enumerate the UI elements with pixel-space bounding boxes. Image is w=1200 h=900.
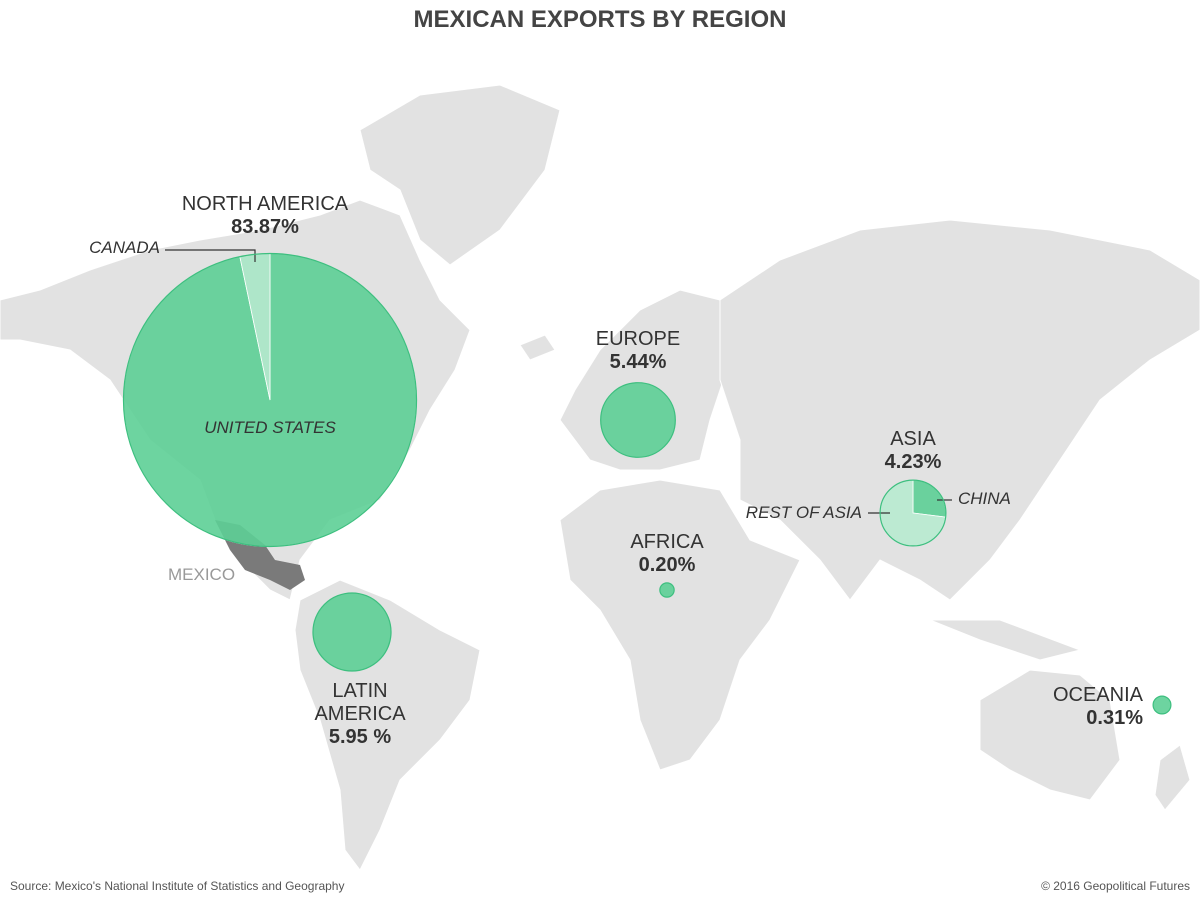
iceland: [519, 334, 556, 361]
asia: [719, 219, 1200, 601]
region-value: 4.23%: [884, 451, 942, 473]
region-label: EUROPE 5.44%: [568, 328, 708, 374]
leader-line: [165, 249, 256, 262]
region-name: LATIN AMERICA: [314, 680, 406, 725]
indonesia: [929, 619, 1082, 661]
part-label: UNITED STATES: [204, 418, 336, 437]
region-label: OCEANIA 0.31%: [1003, 684, 1143, 730]
region-name: EUROPE: [595, 328, 681, 350]
region-label: AFRICA 0.20%: [597, 531, 737, 577]
bubble-layer: [122, 249, 1172, 715]
part-label: CANADA: [89, 238, 160, 257]
region-value: 83.87%: [231, 216, 299, 238]
region-label: ASIA 4.23%: [843, 428, 983, 474]
region-label: LATIN AMERICA 5.95 %: [305, 680, 415, 749]
bubble: [600, 382, 676, 458]
bubble: [312, 592, 392, 672]
region-label: NORTH AMERICA 83.87%: [135, 193, 395, 239]
source: Source: Mexico's National Institute of S…: [10, 879, 345, 893]
new-zealand: [1154, 744, 1191, 811]
bubble-outline: [122, 252, 418, 548]
region-value: 5.95 %: [328, 726, 392, 748]
region-name: OCEANIA: [1052, 684, 1143, 706]
part-label: REST OF ASIA: [745, 503, 862, 522]
title: MEXICAN EXPORTS BY REGION: [413, 6, 787, 33]
australia: [979, 669, 1121, 801]
credit: © 2016 Geopolitical Futures: [1041, 879, 1190, 893]
region-value: 0.31%: [1086, 707, 1143, 729]
region-name: NORTH AMERICA: [181, 193, 349, 215]
bubble-outline: [879, 479, 947, 547]
bubble: [659, 582, 675, 598]
region-name: AFRICA: [630, 531, 704, 553]
highlight-label: MEXICO: [168, 565, 236, 584]
region-name: ASIA: [890, 428, 936, 450]
bubble: [1152, 695, 1172, 715]
region-value: 0.20%: [638, 554, 696, 576]
africa: [559, 479, 801, 771]
greenland: [359, 84, 561, 266]
region-value: 5.44%: [609, 351, 667, 373]
part-label: CHINA: [958, 489, 1011, 508]
